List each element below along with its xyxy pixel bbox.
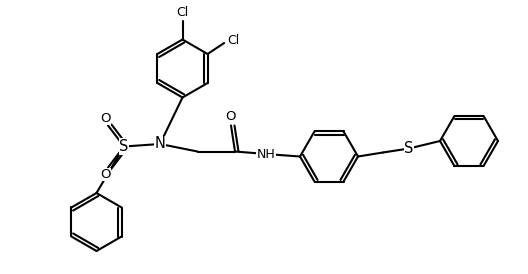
Text: S: S [119,139,129,154]
Text: N: N [155,136,165,152]
Text: O: O [100,168,110,181]
Text: O: O [226,110,236,124]
Text: S: S [404,141,413,156]
Text: Cl: Cl [228,33,240,47]
Text: O: O [100,112,110,125]
Text: Cl: Cl [176,6,188,19]
Text: NH: NH [257,147,276,161]
